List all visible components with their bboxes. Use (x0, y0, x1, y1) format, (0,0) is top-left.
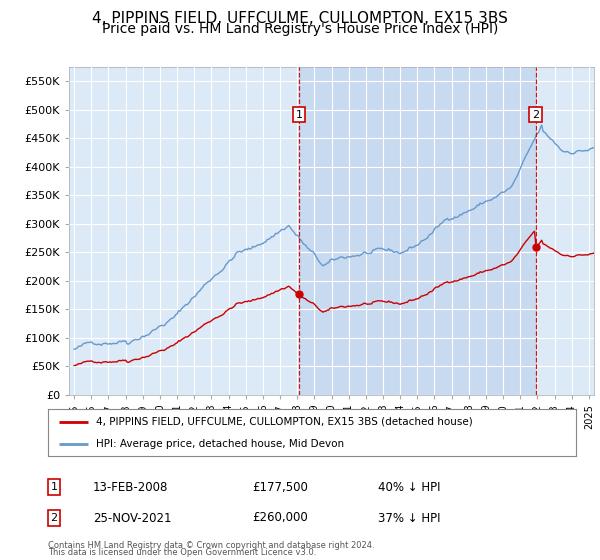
Text: 4, PIPPINS FIELD, UFFCULME, CULLOMPTON, EX15 3BS (detached house): 4, PIPPINS FIELD, UFFCULME, CULLOMPTON, … (95, 417, 472, 427)
Text: Contains HM Land Registry data © Crown copyright and database right 2024.: Contains HM Land Registry data © Crown c… (48, 541, 374, 550)
Text: 37% ↓ HPI: 37% ↓ HPI (378, 511, 440, 525)
Text: £260,000: £260,000 (252, 511, 308, 525)
Text: Price paid vs. HM Land Registry's House Price Index (HPI): Price paid vs. HM Land Registry's House … (102, 22, 498, 36)
Text: £177,500: £177,500 (252, 480, 308, 494)
Text: 1: 1 (295, 110, 302, 120)
Text: 2: 2 (532, 110, 539, 120)
Text: 1: 1 (50, 482, 58, 492)
Text: 4, PIPPINS FIELD, UFFCULME, CULLOMPTON, EX15 3BS: 4, PIPPINS FIELD, UFFCULME, CULLOMPTON, … (92, 11, 508, 26)
Text: 40% ↓ HPI: 40% ↓ HPI (378, 480, 440, 494)
Text: HPI: Average price, detached house, Mid Devon: HPI: Average price, detached house, Mid … (95, 438, 344, 449)
Text: 2: 2 (50, 513, 58, 523)
Text: This data is licensed under the Open Government Licence v3.0.: This data is licensed under the Open Gov… (48, 548, 316, 557)
Text: 25-NOV-2021: 25-NOV-2021 (93, 511, 172, 525)
Bar (299, 67, 536, 395)
Text: 13-FEB-2008: 13-FEB-2008 (93, 480, 169, 494)
